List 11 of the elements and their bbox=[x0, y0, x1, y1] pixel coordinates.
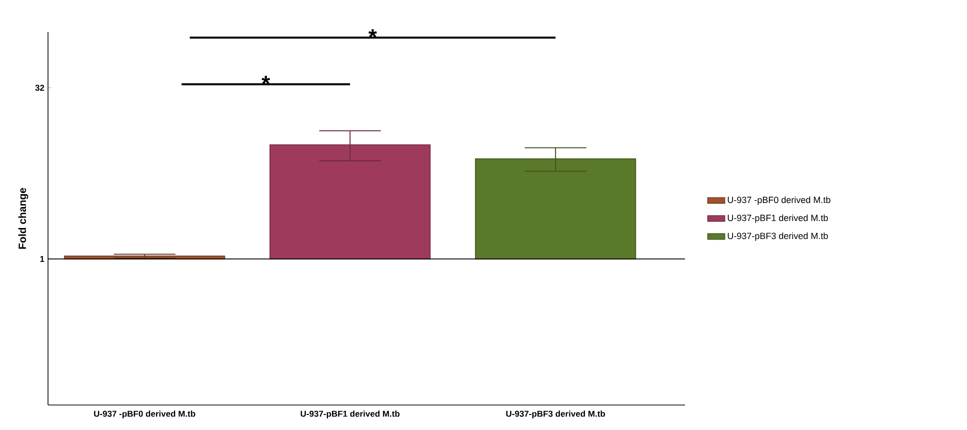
y-tick-label: 1 bbox=[40, 256, 44, 262]
legend-label: U-937 -pBF0 derived M.tb bbox=[728, 196, 830, 205]
annotation: * bbox=[262, 76, 270, 84]
x-tick-label: U-937-pBF1 derived M.tb bbox=[300, 410, 400, 418]
legend-label: U-937-pBF1 derived M.tb bbox=[728, 214, 828, 223]
legend-label: U-937-pBF3 derived M.tb bbox=[728, 232, 828, 241]
annotation: * bbox=[368, 29, 377, 38]
y-axis-title: Fold change bbox=[18, 188, 28, 249]
y-tick-label: 32 bbox=[35, 84, 44, 91]
x-tick-label: U-937-pBF3 derived M.tb bbox=[506, 410, 606, 418]
x-tick-label: U-937 -pBF0 derived M.tb bbox=[94, 410, 196, 418]
